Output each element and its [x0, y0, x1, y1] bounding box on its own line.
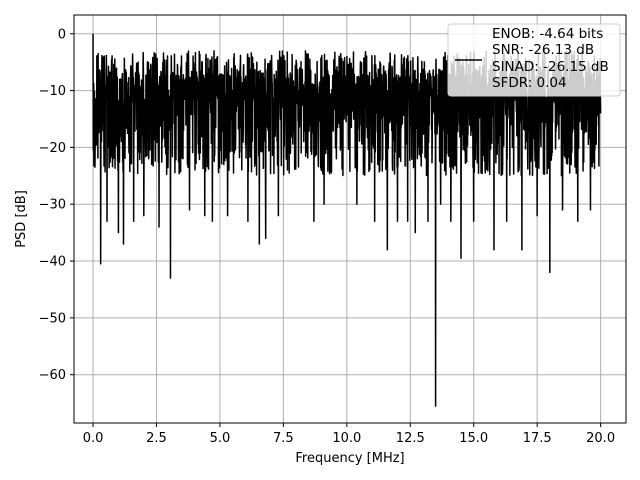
y-tick-label: −50 [39, 311, 66, 326]
axes-frame [73, 14, 627, 424]
x-tick-label: 10.0 [332, 431, 361, 446]
x-tick-label: 2.5 [146, 431, 167, 446]
x-tick-label: 12.5 [396, 431, 425, 446]
y-axis-label: PSD [dB] [14, 190, 29, 248]
legend-sfdr: SFDR: 0.04 [492, 75, 567, 91]
y-tick-label: −10 [39, 84, 66, 99]
legend-box [447, 23, 621, 97]
y-axis-ticks: 0 −10 −20 −30 −40 −50 −60 [39, 27, 74, 383]
y-tick-label: 0 [58, 27, 66, 42]
x-tick-label: 5.0 [210, 431, 231, 446]
x-tick-label: 20.0 [586, 431, 615, 446]
y-tick-label: −40 [39, 255, 66, 270]
legend-enob: ENOB: -4.64 bits [492, 26, 603, 42]
y-tick-label: −30 [39, 198, 66, 213]
x-tick-label: 7.5 [273, 431, 294, 446]
y-tick-label: −60 [39, 368, 66, 383]
legend-sinad: SINAD: -26.15 dB [492, 59, 609, 75]
x-tick-label: 17.5 [523, 431, 552, 446]
x-tick-label: 0.0 [83, 431, 104, 446]
legend: ENOB: -4.64 bits SNR: -26.13 dB SINAD: -… [447, 23, 621, 97]
x-axis-ticks: 0.0 2.5 5.0 7.5 10.0 12.5 15.0 17.5 20.0 [83, 423, 615, 446]
legend-snr: SNR: -26.13 dB [492, 42, 594, 58]
y-tick-label: −20 [39, 141, 66, 156]
x-axis-label: Frequency [MHz] [295, 451, 404, 466]
x-tick-label: 15.0 [459, 431, 488, 446]
